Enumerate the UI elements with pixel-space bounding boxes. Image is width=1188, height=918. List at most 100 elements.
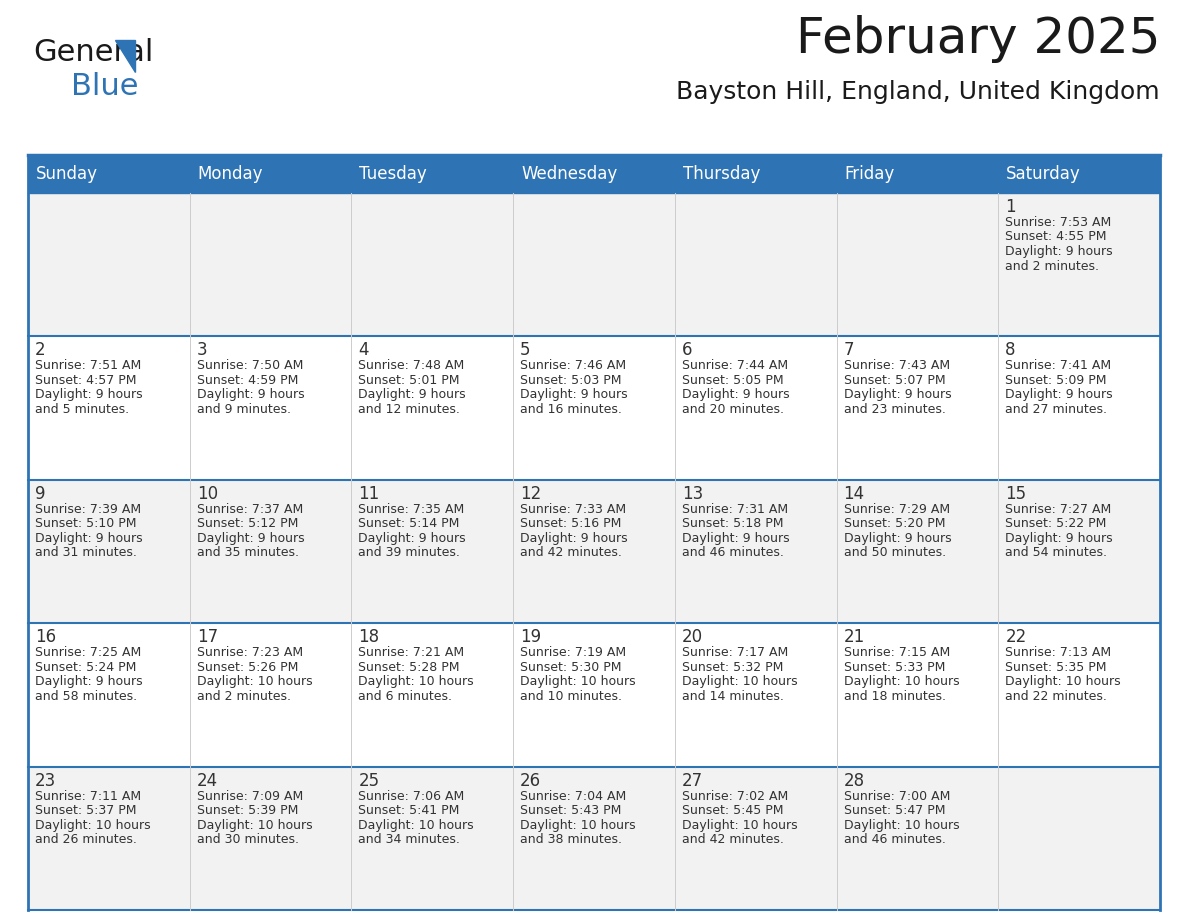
Text: Sunrise: 7:02 AM: Sunrise: 7:02 AM (682, 789, 788, 802)
Text: and 16 minutes.: and 16 minutes. (520, 403, 623, 416)
Text: Sunrise: 7:46 AM: Sunrise: 7:46 AM (520, 360, 626, 373)
Text: and 23 minutes.: and 23 minutes. (843, 403, 946, 416)
Bar (29, 767, 190, 910)
Text: Sunset: 5:43 PM: Sunset: 5:43 PM (520, 804, 621, 817)
Text: Sunrise: 7:37 AM: Sunrise: 7:37 AM (197, 503, 303, 516)
Text: Sunrise: 7:51 AM: Sunrise: 7:51 AM (34, 360, 141, 373)
Text: Daylight: 10 hours: Daylight: 10 hours (197, 819, 312, 832)
Polygon shape (115, 40, 135, 72)
Text: and 26 minutes.: and 26 minutes. (34, 834, 137, 846)
Text: Sunrise: 7:50 AM: Sunrise: 7:50 AM (197, 360, 303, 373)
Text: Daylight: 10 hours: Daylight: 10 hours (682, 819, 797, 832)
Text: 8: 8 (1005, 341, 1016, 360)
Bar (675, 193, 836, 336)
Bar (836, 767, 998, 910)
Text: 4: 4 (359, 341, 369, 360)
Text: Sunset: 5:26 PM: Sunset: 5:26 PM (197, 661, 298, 674)
Bar (29, 155, 190, 193)
Bar (998, 623, 1159, 767)
Text: and 46 minutes.: and 46 minutes. (682, 546, 784, 559)
Bar (675, 480, 836, 623)
Text: 27: 27 (682, 772, 703, 789)
Text: and 20 minutes.: and 20 minutes. (682, 403, 784, 416)
Text: Sunrise: 7:21 AM: Sunrise: 7:21 AM (359, 646, 465, 659)
Text: Sunset: 5:45 PM: Sunset: 5:45 PM (682, 804, 783, 817)
Text: 16: 16 (34, 628, 56, 646)
Bar (836, 623, 998, 767)
Bar (513, 480, 675, 623)
Text: Tuesday: Tuesday (360, 165, 428, 183)
Text: Sunset: 5:28 PM: Sunset: 5:28 PM (359, 661, 460, 674)
Text: Sunday: Sunday (36, 165, 97, 183)
Text: Monday: Monday (197, 165, 264, 183)
Text: 24: 24 (197, 772, 217, 789)
Text: Sunset: 4:59 PM: Sunset: 4:59 PM (197, 374, 298, 386)
Text: and 18 minutes.: and 18 minutes. (843, 689, 946, 702)
Text: Sunset: 5:10 PM: Sunset: 5:10 PM (34, 518, 137, 531)
Text: and 46 minutes.: and 46 minutes. (843, 834, 946, 846)
Text: and 39 minutes.: and 39 minutes. (359, 546, 460, 559)
Text: 19: 19 (520, 628, 542, 646)
Text: and 10 minutes.: and 10 minutes. (520, 689, 623, 702)
Text: Daylight: 9 hours: Daylight: 9 hours (34, 388, 143, 401)
Text: Sunrise: 7:33 AM: Sunrise: 7:33 AM (520, 503, 626, 516)
Text: and 2 minutes.: and 2 minutes. (197, 689, 291, 702)
Text: 17: 17 (197, 628, 217, 646)
Text: and 9 minutes.: and 9 minutes. (197, 403, 291, 416)
Text: 11: 11 (359, 485, 380, 503)
Bar (998, 193, 1159, 336)
Text: and 58 minutes.: and 58 minutes. (34, 689, 137, 702)
Text: Friday: Friday (845, 165, 895, 183)
Text: February 2025: February 2025 (796, 15, 1159, 63)
Text: and 50 minutes.: and 50 minutes. (843, 546, 946, 559)
Bar (352, 623, 513, 767)
Bar (998, 336, 1159, 480)
Text: Daylight: 9 hours: Daylight: 9 hours (843, 388, 952, 401)
Text: Sunset: 5:32 PM: Sunset: 5:32 PM (682, 661, 783, 674)
Text: 1: 1 (1005, 198, 1016, 216)
Text: Daylight: 10 hours: Daylight: 10 hours (34, 819, 151, 832)
Text: Sunset: 4:57 PM: Sunset: 4:57 PM (34, 374, 137, 386)
Text: Daylight: 9 hours: Daylight: 9 hours (34, 676, 143, 688)
Text: and 35 minutes.: and 35 minutes. (197, 546, 298, 559)
Text: Sunrise: 7:17 AM: Sunrise: 7:17 AM (682, 646, 788, 659)
Text: Sunrise: 7:00 AM: Sunrise: 7:00 AM (843, 789, 950, 802)
Text: 23: 23 (34, 772, 56, 789)
Text: Daylight: 9 hours: Daylight: 9 hours (520, 388, 627, 401)
Text: Daylight: 9 hours: Daylight: 9 hours (359, 388, 466, 401)
Text: 14: 14 (843, 485, 865, 503)
Text: Daylight: 9 hours: Daylight: 9 hours (197, 532, 304, 544)
Bar (352, 480, 513, 623)
Text: Sunset: 5:33 PM: Sunset: 5:33 PM (843, 661, 944, 674)
Text: 12: 12 (520, 485, 542, 503)
Text: Sunrise: 7:19 AM: Sunrise: 7:19 AM (520, 646, 626, 659)
Text: Daylight: 10 hours: Daylight: 10 hours (843, 676, 959, 688)
Text: Daylight: 9 hours: Daylight: 9 hours (197, 388, 304, 401)
Text: 10: 10 (197, 485, 217, 503)
Text: 18: 18 (359, 628, 379, 646)
Text: and 27 minutes.: and 27 minutes. (1005, 403, 1107, 416)
Text: Sunset: 5:05 PM: Sunset: 5:05 PM (682, 374, 783, 386)
Bar (675, 623, 836, 767)
Text: Sunrise: 7:27 AM: Sunrise: 7:27 AM (1005, 503, 1112, 516)
Bar (836, 193, 998, 336)
Text: Sunrise: 7:04 AM: Sunrise: 7:04 AM (520, 789, 626, 802)
Bar (352, 155, 513, 193)
Bar (998, 480, 1159, 623)
Text: Sunrise: 7:23 AM: Sunrise: 7:23 AM (197, 646, 303, 659)
Text: Sunrise: 7:25 AM: Sunrise: 7:25 AM (34, 646, 141, 659)
Text: Daylight: 10 hours: Daylight: 10 hours (682, 676, 797, 688)
Text: Sunset: 5:39 PM: Sunset: 5:39 PM (197, 804, 298, 817)
Text: 6: 6 (682, 341, 693, 360)
Text: Daylight: 10 hours: Daylight: 10 hours (843, 819, 959, 832)
Text: 22: 22 (1005, 628, 1026, 646)
Text: Daylight: 9 hours: Daylight: 9 hours (34, 532, 143, 544)
Text: Sunset: 5:47 PM: Sunset: 5:47 PM (843, 804, 946, 817)
Text: 20: 20 (682, 628, 703, 646)
Text: Daylight: 10 hours: Daylight: 10 hours (520, 819, 636, 832)
Bar (836, 336, 998, 480)
Text: Daylight: 9 hours: Daylight: 9 hours (1005, 388, 1113, 401)
Text: and 14 minutes.: and 14 minutes. (682, 689, 784, 702)
Text: Sunset: 5:41 PM: Sunset: 5:41 PM (359, 804, 460, 817)
Text: 3: 3 (197, 341, 208, 360)
